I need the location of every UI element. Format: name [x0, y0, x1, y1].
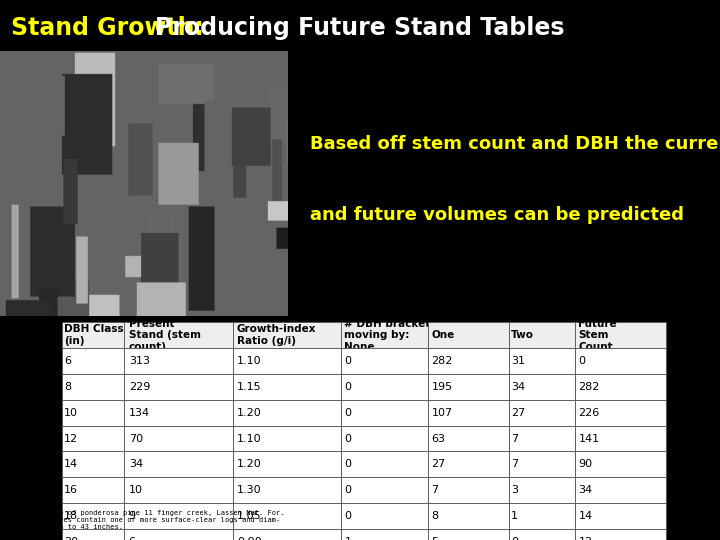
Text: Based off stem count and DBH the current: Based off stem count and DBH the current [310, 135, 720, 153]
Text: Stand Growth:: Stand Growth: [11, 16, 212, 40]
Text: A mature group of ponderosa pine 11 finger creek, Lassen Nat. For.
Nearly all tr: A mature group of ponderosa pine 11 fing… [4, 510, 284, 530]
Text: and future volumes can be predicted: and future volumes can be predicted [310, 206, 683, 224]
Text: Producing Future Stand Tables: Producing Future Stand Tables [155, 16, 564, 40]
